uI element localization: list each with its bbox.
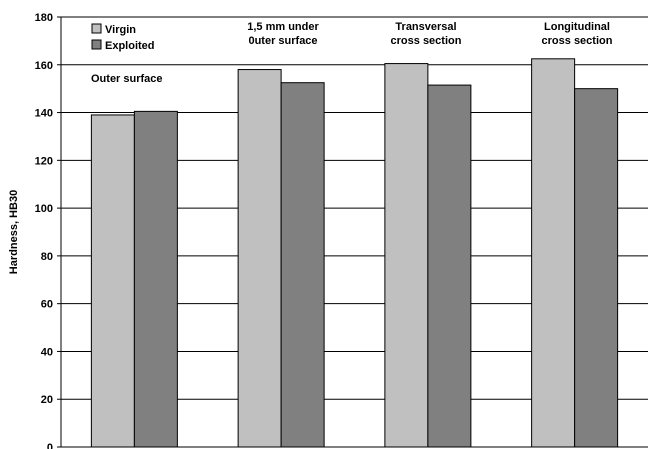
y-tick-label: 40 [41, 346, 53, 358]
y-tick-label: 160 [35, 60, 53, 72]
bar-virgin-2 [237, 69, 282, 448]
y-tick-label: 120 [35, 155, 53, 167]
legend-box [90, 21, 170, 57]
bars [90, 58, 619, 448]
legend: Virgin Exploited [90, 21, 170, 57]
bar-virgin-3 [384, 63, 429, 448]
group-label: cross section [391, 35, 462, 47]
y-tick-label: 140 [35, 108, 53, 120]
legend-label-virgin: Virgin [105, 24, 136, 36]
bar-exploited-1 [133, 110, 178, 448]
group-label: 1,5 mm under [247, 21, 319, 33]
bar-exploited-2 [280, 82, 325, 448]
legend-swatch-virgin [91, 23, 102, 34]
bar-virgin-1 [90, 114, 135, 448]
group-label: Outer surface [91, 73, 163, 85]
group-label: Transversal [395, 21, 456, 33]
y-tick-labels: 0 20 40 60 80 100 120 140 160 180 [35, 12, 53, 449]
group-label: 0uter surface [248, 35, 317, 47]
y-axis-label: Hardness, HB30 [8, 190, 20, 274]
legend-swatch-exploited [91, 39, 102, 50]
axes [60, 17, 648, 448]
bar-virgin-4 [531, 58, 576, 448]
group-label: Longitudinal [544, 21, 610, 33]
group-labels: Outer surface 1,5 mm under 0uter surface Tr… [91, 21, 613, 85]
legend-label-exploited: Exploited [105, 40, 155, 52]
y-tick-label: 180 [35, 12, 53, 24]
y-tick-label: 20 [41, 394, 53, 406]
bar-exploited-3 [427, 84, 472, 448]
bar-exploited-4 [574, 88, 619, 448]
y-tick-label: 80 [41, 251, 53, 263]
y-tick-label: 0 [47, 442, 53, 449]
y-tick-label: 100 [35, 203, 53, 215]
group-label: cross section [542, 35, 613, 47]
y-tick-label: 60 [41, 299, 53, 311]
